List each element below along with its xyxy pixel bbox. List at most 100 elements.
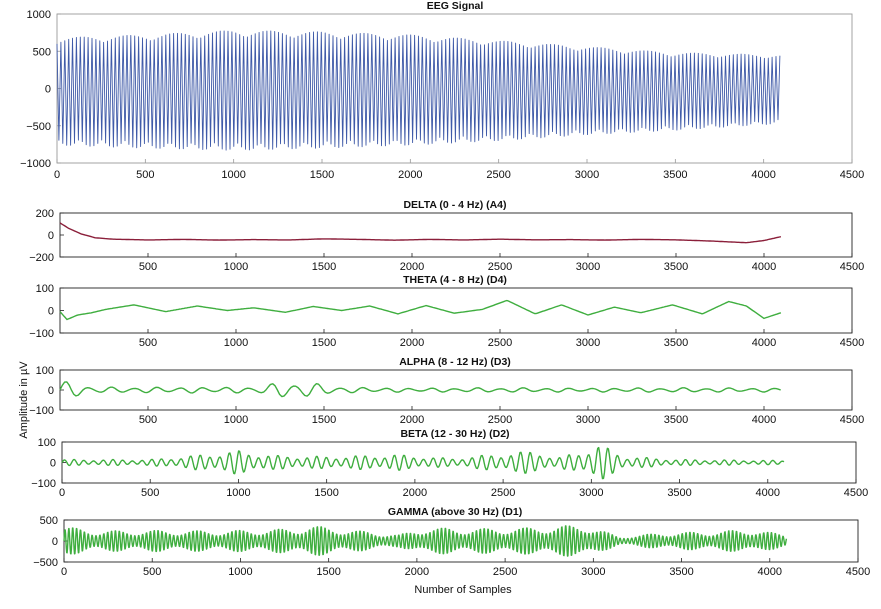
x-tick-label: 2500 xyxy=(493,566,517,578)
y-tick-label: 100 xyxy=(36,365,54,377)
x-tick-label: 2500 xyxy=(491,487,515,499)
plot-frame xyxy=(61,441,857,484)
x-tick-label: 4500 xyxy=(840,169,864,181)
y-tick-label: 500 xyxy=(33,46,51,58)
x-tick-label: 4000 xyxy=(752,261,776,273)
series-line xyxy=(59,381,781,398)
x-tick-label: 4000 xyxy=(752,337,776,349)
y-tick-label: 100 xyxy=(38,437,56,449)
x-tick-label: 4500 xyxy=(840,337,864,349)
panel-3: THETA (4 - 8 Hz) (D4)500 1000 1500 2000 2500… xyxy=(29,274,864,349)
x-tick-label: 2500 xyxy=(488,337,512,349)
x-tick-label: 2000 xyxy=(400,414,424,426)
y-tick-label: 0 xyxy=(48,385,54,397)
x-tick-label: 4500 xyxy=(840,414,864,426)
y-tick-label: −100 xyxy=(29,405,54,417)
x-tick-label: 500 xyxy=(139,261,157,273)
panel-2: DELTA (0 - 4 Hz) (A4)500 1000 1500 2000 2500… xyxy=(29,199,864,273)
x-tick-label: 4500 xyxy=(840,261,864,273)
x-tick-label: 3500 xyxy=(664,337,688,349)
x-tick-label: 4000 xyxy=(756,487,780,499)
y-tick-label: 0 xyxy=(48,230,54,242)
x-tick-label: 500 xyxy=(136,169,154,181)
panel-4: ALPHA (8 - 12 Hz) (D3)500 1000 1500 2000 250… xyxy=(29,356,864,426)
x-tick-label: 2000 xyxy=(398,169,422,181)
x-tick-label: 3000 xyxy=(575,169,599,181)
series-line xyxy=(59,222,782,244)
x-tick-label: 3500 xyxy=(663,169,687,181)
x-tick-label: 500 xyxy=(139,337,157,349)
x-tick-label: 1000 xyxy=(224,337,248,349)
y-tick-label: −100 xyxy=(31,478,56,490)
panel-title: BETA (12 - 30 Hz) (D2) xyxy=(400,428,509,440)
x-tick-label: 2000 xyxy=(403,487,427,499)
panel-title: THETA (4 - 8 Hz) (D4) xyxy=(403,274,507,286)
panel-title: DELTA (0 - 4 Hz) (A4) xyxy=(403,199,506,211)
x-tick-label: 1000 xyxy=(221,169,245,181)
x-tick-label: 4500 xyxy=(846,566,870,578)
x-tick-label: 1000 xyxy=(224,261,248,273)
x-tick-label: 3000 xyxy=(576,337,600,349)
y-tick-label: 0 xyxy=(50,458,56,470)
x-tick-label: 4500 xyxy=(844,487,868,499)
x-tick-label: 2000 xyxy=(400,261,424,273)
x-tick-label: 2500 xyxy=(486,169,510,181)
y-tick-label: 0 xyxy=(45,84,51,96)
x-tick-label: 1000 xyxy=(226,487,250,499)
x-tick-label: 1500 xyxy=(312,261,336,273)
x-tick-label: 1500 xyxy=(312,337,336,349)
plot-frame xyxy=(59,369,853,411)
x-tick-label: 2500 xyxy=(488,414,512,426)
series-line xyxy=(59,299,782,321)
plot-frame xyxy=(59,287,853,334)
x-tick-label: 3500 xyxy=(664,261,688,273)
x-tick-label: 1000 xyxy=(228,566,252,578)
x-tick-label: 1500 xyxy=(316,566,340,578)
series-line xyxy=(61,446,785,480)
x-tick-label: 2500 xyxy=(488,261,512,273)
x-tick-label: 1500 xyxy=(310,169,334,181)
panel-title: ALPHA (8 - 12 Hz) (D3) xyxy=(399,356,511,368)
x-tick-label: 1500 xyxy=(312,414,336,426)
y-tick-label: 0 xyxy=(52,536,58,548)
x-tick-label: 3000 xyxy=(579,487,603,499)
x-tick-label: 1000 xyxy=(224,414,248,426)
x-tick-label: 500 xyxy=(143,566,161,578)
y-tick-label: 0 xyxy=(48,306,54,318)
x-tick-label: 0 xyxy=(54,169,60,181)
panel-5: BETA (12 - 30 Hz) (D2)0 500 1000 1500 2000 25… xyxy=(31,428,868,499)
y-tick-label: −100 xyxy=(29,328,54,340)
panel-title: EEG Signal xyxy=(427,0,484,12)
x-tick-label: 4000 xyxy=(752,414,776,426)
x-tick-label: 2000 xyxy=(400,337,424,349)
y-axis-label: Amplitude in µV xyxy=(18,361,30,439)
x-tick-label: 3500 xyxy=(669,566,693,578)
panel-6: GAMMA (above 30 Hz) (D1) 0 500 1000 1500 2000… xyxy=(33,506,870,578)
series-line xyxy=(63,525,788,557)
x-tick-label: 3000 xyxy=(576,414,600,426)
x-tick-label: 0 xyxy=(59,487,65,499)
y-tick-label: 1000 xyxy=(27,9,51,21)
x-tick-label: 3500 xyxy=(667,487,691,499)
x-tick-label: 4000 xyxy=(751,169,775,181)
plot-frame xyxy=(59,212,853,258)
x-tick-label: 500 xyxy=(139,414,157,426)
series-line xyxy=(56,30,781,151)
panel-title: GAMMA (above 30 Hz) (D1) xyxy=(388,506,522,518)
x-tick-label: 3000 xyxy=(581,566,605,578)
x-tick-label: 1500 xyxy=(314,487,338,499)
x-tick-label: 3500 xyxy=(664,414,688,426)
y-tick-label: −500 xyxy=(33,557,58,569)
x-tick-label: 500 xyxy=(141,487,159,499)
y-tick-label: −200 xyxy=(29,252,54,264)
y-tick-label: −1000 xyxy=(20,158,51,170)
x-tick-label: 0 xyxy=(61,566,67,578)
y-tick-label: 100 xyxy=(36,283,54,295)
panel-1: EEG Signal 0 500 1000 1500 2000 2500 3000 3500 40… xyxy=(20,0,864,181)
x-tick-label: 3000 xyxy=(576,261,600,273)
x-tick-label: 2000 xyxy=(405,566,429,578)
x-axis-label: Number of Samples xyxy=(414,584,512,596)
y-tick-label: 200 xyxy=(36,208,54,220)
